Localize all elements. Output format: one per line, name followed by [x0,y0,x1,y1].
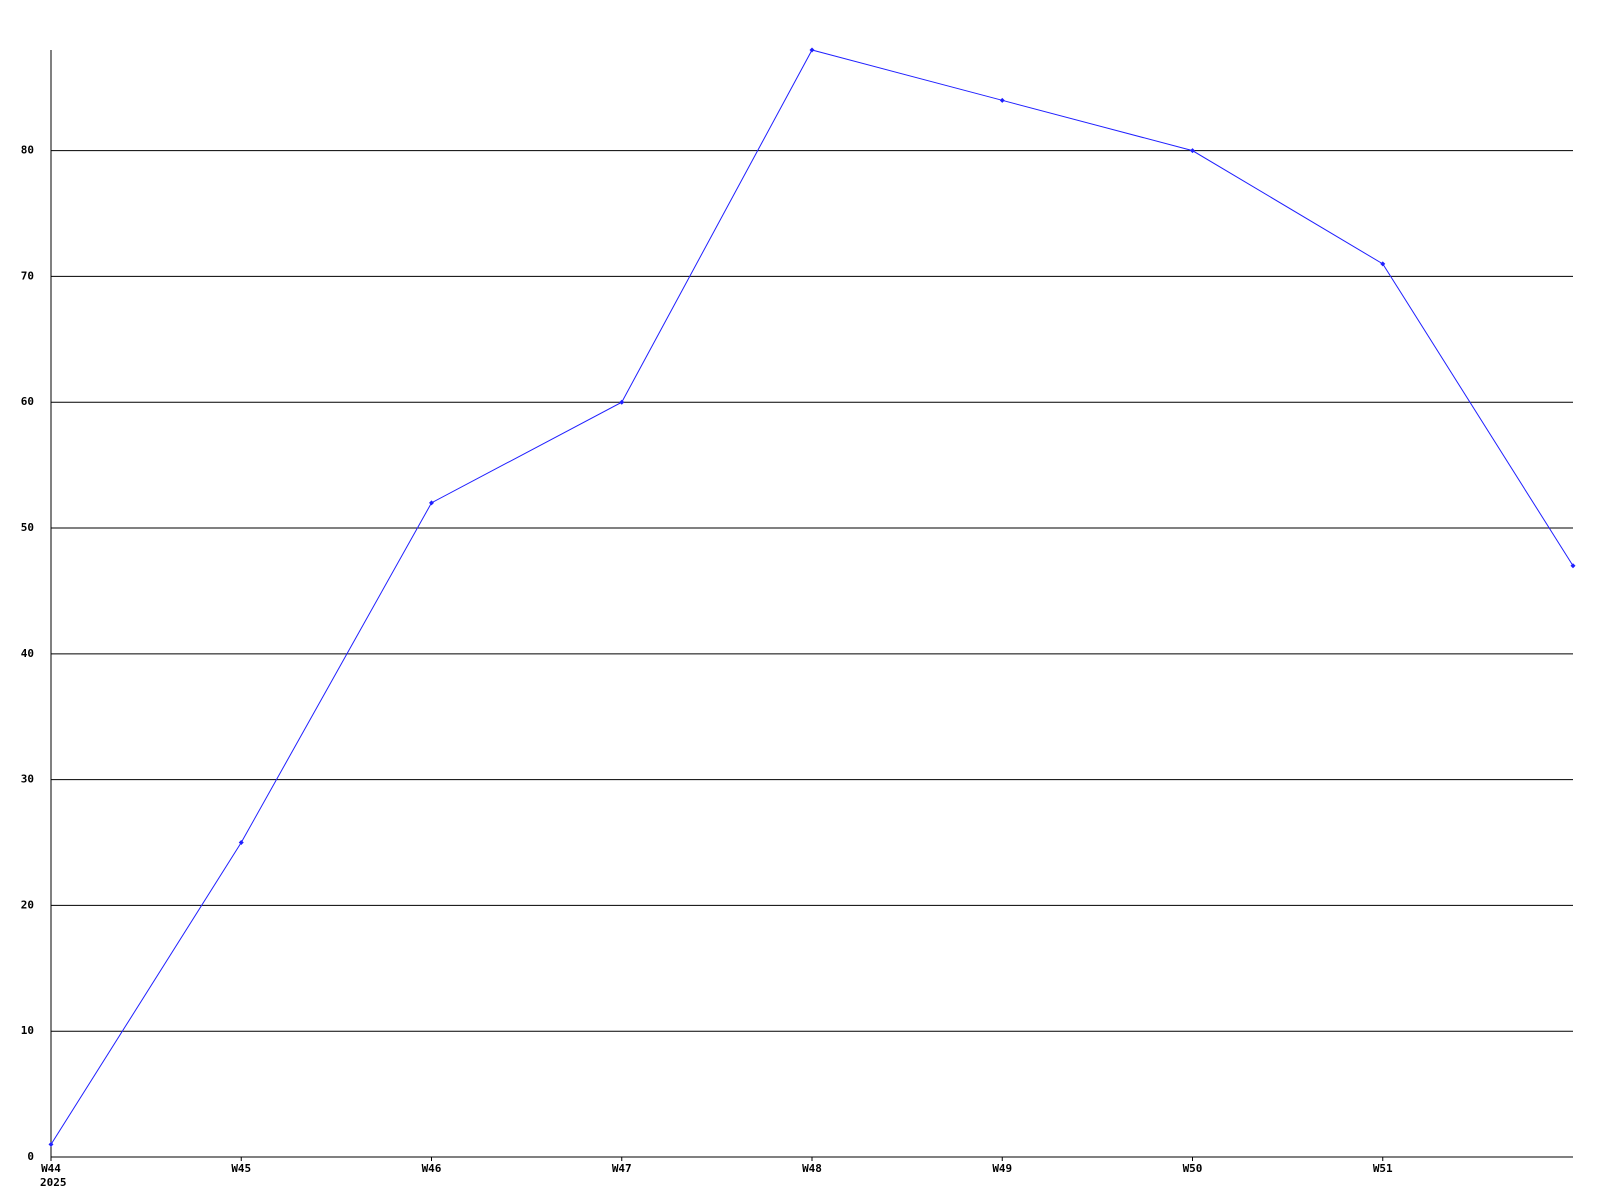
data-point [48,1141,54,1147]
x-tick-label: W51 [1373,1162,1393,1175]
data-point [619,399,625,405]
x-tick-label: W46 [422,1162,442,1175]
y-tick-label: 50 [21,521,34,534]
x-year-label: 2025 [40,1176,67,1189]
data-point [999,97,1005,103]
data-line [50,49,1574,1145]
x-tick-label: W44 [41,1162,61,1175]
y-tick-label: 20 [21,898,34,911]
y-tick-label: 10 [21,1024,34,1037]
y-tick-label: 80 [21,144,34,157]
x-tick-label: W45 [231,1162,251,1175]
x-tick-label: W48 [802,1162,822,1175]
x-tick-label: W50 [1183,1162,1203,1175]
data-point [1380,261,1386,267]
y-tick-label: 30 [21,773,34,786]
x-tick-label: W49 [992,1162,1012,1175]
data-point [238,840,244,846]
data-point [1570,563,1576,569]
y-tick-label: 60 [21,395,34,408]
y-tick-label: 0 [27,1150,34,1163]
data-point [1190,148,1195,154]
data-point [809,47,815,53]
x-tick-label: W47 [612,1162,632,1175]
y-tick-label: 70 [21,269,34,282]
data-point [429,500,434,506]
y-tick-label: 40 [21,647,34,660]
